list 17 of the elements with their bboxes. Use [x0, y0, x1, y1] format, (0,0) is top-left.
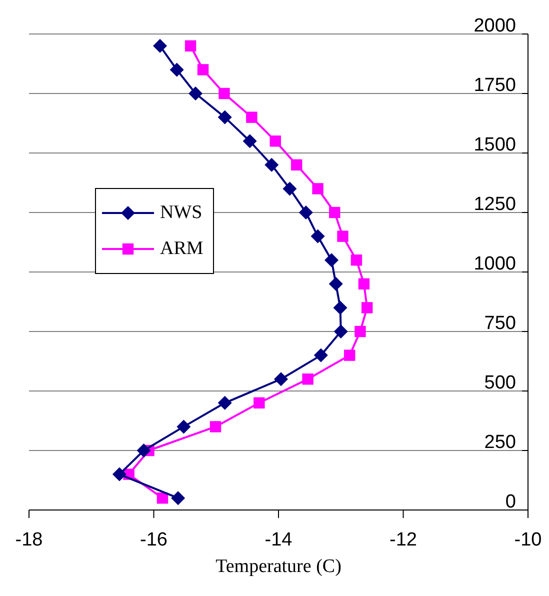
legend-label: ARM [160, 238, 204, 260]
y-tick-label: 1000 [474, 254, 516, 275]
y-tick-label: 1500 [474, 134, 516, 156]
y-tick-label: 1250 [474, 194, 516, 216]
y-tick-label: 1750 [474, 75, 516, 96]
x-tick-label: -18 [15, 529, 43, 550]
x-tick-label: -10 [514, 529, 542, 550]
y-tick-label: 500 [484, 372, 516, 394]
y-tick-label: 0 [505, 492, 516, 513]
legend-label: NWS [160, 202, 202, 224]
y-tick-label: 750 [484, 313, 516, 334]
x-axis-title: Temperature (C) [216, 556, 342, 577]
y-tick-label: 2000 [474, 16, 516, 37]
x-tick-label: -14 [264, 529, 293, 550]
x-tick-label: -16 [140, 529, 168, 550]
y-tick-label: 250 [484, 432, 516, 454]
x-tick-label: -12 [390, 529, 417, 550]
